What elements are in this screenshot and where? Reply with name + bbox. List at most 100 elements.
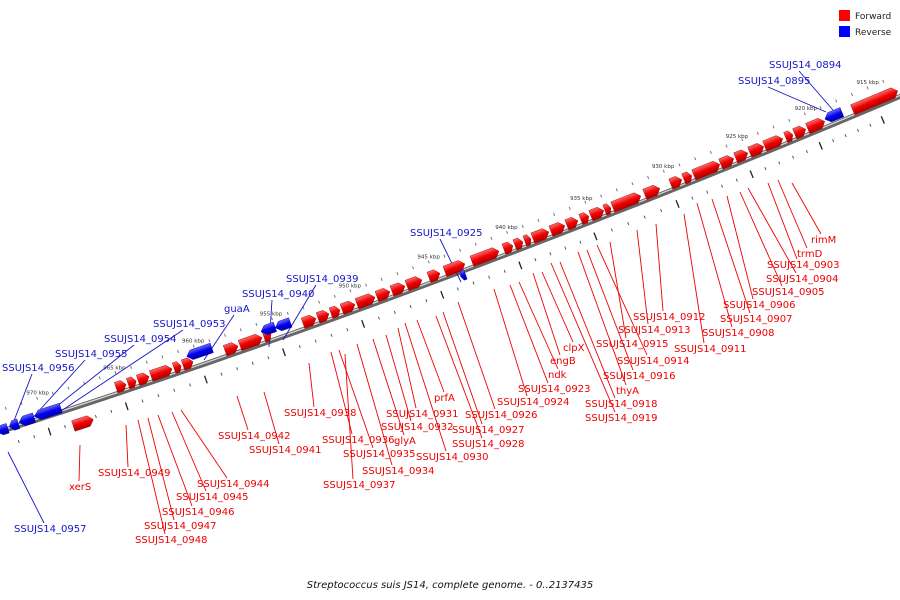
reverse-gene-arrow[interactable] bbox=[823, 107, 845, 124]
forward-gene-label[interactable]: SSUJS14_0942 bbox=[218, 431, 291, 442]
forward-gene-arrow[interactable] bbox=[747, 141, 766, 158]
forward-gene-arrow[interactable] bbox=[374, 287, 392, 302]
forward-gene-arrow[interactable] bbox=[733, 148, 750, 164]
forward-gene-arrow[interactable] bbox=[530, 227, 551, 244]
forward-gene-label[interactable]: rimM bbox=[811, 235, 836, 246]
reverse-gene-label[interactable]: SSUJS14_0955 bbox=[55, 349, 128, 360]
reverse-gene-label[interactable]: SSUJS14_0953 bbox=[153, 319, 226, 330]
forward-gene-arrow[interactable] bbox=[172, 361, 183, 374]
forward-gene-arrow[interactable] bbox=[354, 292, 377, 310]
forward-gene-arrow[interactable] bbox=[681, 171, 694, 185]
forward-gene-label[interactable]: SSUJS14_0935 bbox=[343, 449, 416, 460]
forward-gene-arrow[interactable] bbox=[783, 130, 795, 143]
reverse-gene-arrow[interactable] bbox=[0, 423, 10, 436]
forward-gene-label[interactable]: SSUJS14_0916 bbox=[603, 371, 676, 382]
forward-gene-label[interactable]: SSUJS14_0915 bbox=[596, 339, 669, 350]
forward-gene-arrow[interactable] bbox=[339, 299, 357, 315]
forward-gene-arrow[interactable] bbox=[442, 259, 467, 277]
reverse-gene-label[interactable]: SSUJS14_0940 bbox=[242, 289, 315, 300]
reverse-gene-arrow[interactable] bbox=[18, 412, 36, 427]
forward-gene-arrow[interactable] bbox=[328, 305, 342, 319]
forward-gene-label[interactable]: SSUJS14_0911 bbox=[674, 344, 747, 355]
forward-gene-arrow[interactable] bbox=[136, 371, 151, 386]
forward-gene-label[interactable]: SSUJS14_0941 bbox=[249, 445, 322, 456]
forward-gene-label[interactable]: SSUJS14_0936 bbox=[322, 435, 395, 446]
forward-gene-label[interactable]: glyA bbox=[394, 436, 416, 447]
reverse-gene-label[interactable]: SSUJS14_0925 bbox=[410, 228, 483, 239]
forward-gene-label[interactable]: SSUJS14_0934 bbox=[362, 466, 435, 477]
forward-gene-arrow[interactable] bbox=[668, 175, 684, 190]
forward-gene-arrow[interactable] bbox=[426, 268, 442, 283]
forward-gene-label[interactable]: xerS bbox=[69, 482, 91, 493]
forward-gene-arrow[interactable] bbox=[126, 376, 137, 390]
forward-gene-arrow[interactable] bbox=[300, 313, 318, 329]
forward-gene-arrow[interactable] bbox=[548, 221, 567, 237]
forward-gene-label[interactable]: SSUJS14_0905 bbox=[752, 287, 825, 298]
forward-gene-label[interactable]: SSUJS14_0913 bbox=[618, 325, 691, 336]
forward-gene-arrow[interactable] bbox=[564, 216, 580, 231]
forward-gene-arrow[interactable] bbox=[71, 414, 95, 432]
forward-gene-label[interactable]: SSUJS14_0912 bbox=[633, 312, 706, 323]
forward-gene-label[interactable]: SSUJS14_0914 bbox=[617, 356, 690, 367]
forward-gene-arrow[interactable] bbox=[850, 86, 900, 116]
reverse-gene-arrow[interactable] bbox=[459, 269, 468, 281]
reverse-gene-arrow[interactable] bbox=[33, 403, 63, 421]
reverse-gene-arrow[interactable] bbox=[8, 418, 21, 431]
forward-gene-label[interactable]: ndk bbox=[548, 370, 567, 381]
reverse-gene-label[interactable]: SSUJS14_0895 bbox=[738, 76, 811, 87]
forward-gene-label[interactable]: thyA bbox=[616, 386, 639, 397]
forward-gene-arrow[interactable] bbox=[642, 183, 662, 200]
forward-gene-label[interactable]: SSUJS14_0919 bbox=[585, 413, 658, 424]
forward-gene-label[interactable]: SSUJS14_0932 bbox=[381, 422, 454, 433]
reverse-gene-arrow[interactable] bbox=[274, 317, 293, 333]
forward-gene-label[interactable]: SSUJS14_0949 bbox=[98, 468, 171, 479]
forward-gene-label[interactable]: SSUJS14_0946 bbox=[162, 507, 235, 518]
forward-gene-arrow[interactable] bbox=[389, 281, 407, 297]
forward-gene-arrow[interactable] bbox=[404, 275, 424, 291]
forward-gene-arrow[interactable] bbox=[315, 309, 331, 324]
forward-gene-label[interactable]: SSUJS14_0930 bbox=[416, 452, 489, 463]
forward-gene-label[interactable]: SSUJS14_0907 bbox=[720, 314, 793, 325]
forward-gene-arrow[interactable] bbox=[578, 211, 591, 225]
reverse-gene-label[interactable]: SSUJS14_0939 bbox=[286, 274, 359, 285]
forward-gene-arrow[interactable] bbox=[588, 205, 606, 222]
forward-gene-arrow[interactable] bbox=[237, 333, 264, 351]
forward-gene-label[interactable]: SSUJS14_0937 bbox=[323, 480, 396, 491]
forward-gene-label[interactable]: SSUJS14_0948 bbox=[135, 535, 208, 546]
reverse-gene-label[interactable]: SSUJS14_0956 bbox=[2, 363, 75, 374]
forward-gene-arrow[interactable] bbox=[602, 203, 613, 216]
forward-gene-label[interactable]: SSUJS14_0923 bbox=[518, 384, 591, 395]
forward-gene-arrow[interactable] bbox=[718, 154, 736, 170]
forward-gene-arrow[interactable] bbox=[762, 134, 785, 152]
reverse-gene-label[interactable]: SSUJS14_0894 bbox=[769, 60, 842, 71]
forward-gene-arrow[interactable] bbox=[792, 124, 808, 140]
forward-gene-arrow[interactable] bbox=[149, 364, 174, 382]
forward-gene-label[interactable]: SSUJS14_0906 bbox=[723, 300, 796, 311]
forward-gene-arrow[interactable] bbox=[469, 246, 501, 267]
forward-gene-label[interactable]: SSUJS14_0944 bbox=[197, 479, 270, 490]
reverse-gene-arrow[interactable] bbox=[185, 342, 214, 361]
forward-gene-arrow[interactable] bbox=[181, 357, 195, 371]
forward-gene-arrow[interactable] bbox=[512, 237, 525, 251]
forward-gene-label[interactable]: SSUJS14_0927 bbox=[452, 425, 525, 436]
forward-gene-arrow[interactable] bbox=[222, 341, 240, 357]
reverse-gene-label[interactable]: SSUJS14_0954 bbox=[104, 334, 177, 345]
forward-gene-label[interactable]: SSUJS14_0924 bbox=[497, 397, 570, 408]
forward-gene-label[interactable]: prfA bbox=[434, 393, 455, 404]
forward-gene-label[interactable]: SSUJS14_0938 bbox=[284, 408, 357, 419]
reverse-gene-label[interactable]: guaA bbox=[224, 304, 250, 315]
forward-gene-label[interactable]: SSUJS14_0947 bbox=[144, 521, 217, 532]
forward-gene-arrow[interactable] bbox=[522, 234, 533, 247]
reverse-gene-label[interactable]: SSUJS14_0957 bbox=[14, 524, 87, 535]
forward-gene-label[interactable]: engB bbox=[550, 356, 576, 367]
forward-gene-label[interactable]: SSUJS14_0904 bbox=[766, 274, 839, 285]
forward-gene-label[interactable]: SSUJS14_0908 bbox=[702, 328, 775, 339]
forward-gene-arrow[interactable] bbox=[610, 191, 643, 213]
forward-gene-arrow[interactable] bbox=[501, 241, 515, 255]
forward-gene-label[interactable]: SSUJS14_0918 bbox=[585, 399, 658, 410]
forward-gene-label[interactable]: clpX bbox=[563, 343, 585, 354]
forward-gene-arrow[interactable] bbox=[114, 379, 127, 394]
forward-gene-arrow[interactable] bbox=[691, 159, 722, 181]
forward-gene-label[interactable]: trmD bbox=[797, 249, 823, 260]
forward-gene-label[interactable]: SSUJS14_0926 bbox=[465, 410, 538, 421]
